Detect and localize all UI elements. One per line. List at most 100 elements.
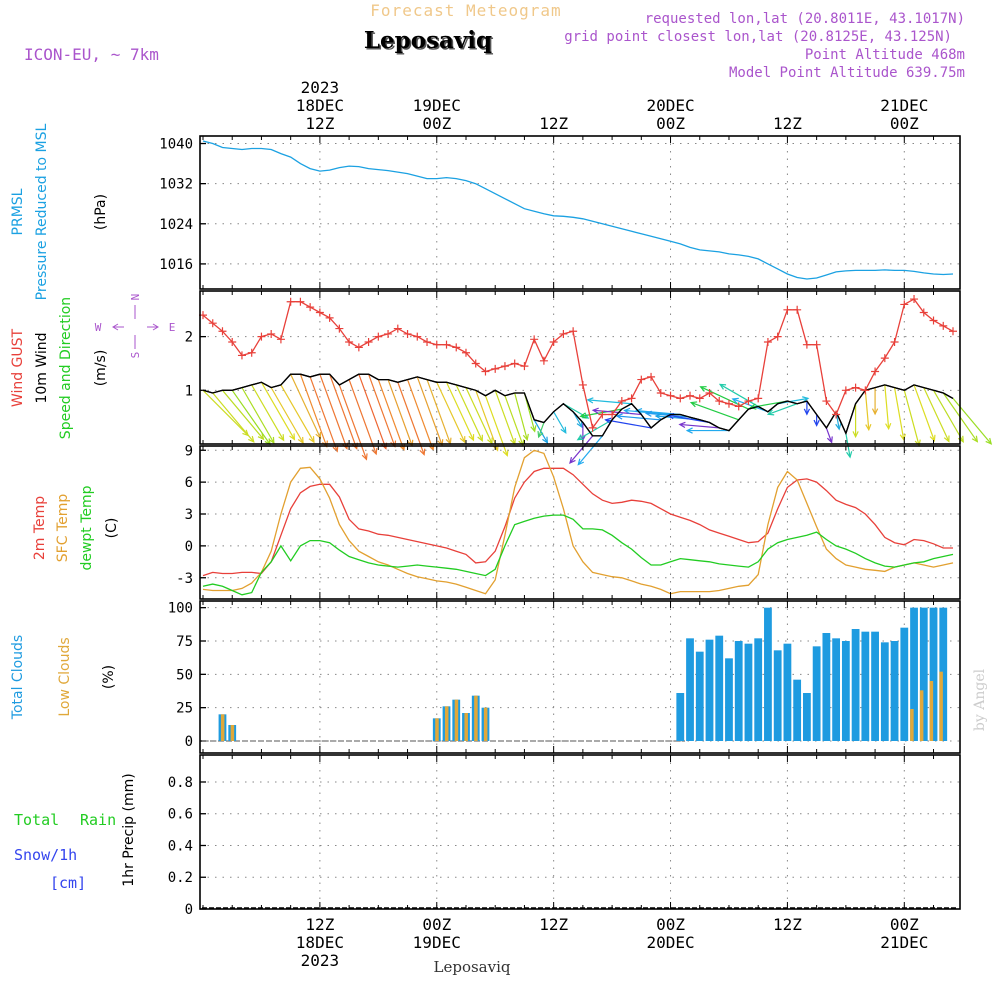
temperature-frame <box>199 445 961 600</box>
gust-point <box>578 380 587 389</box>
wind-label-speed-dir: Speed and Direction <box>58 297 74 439</box>
low-cloud-bar <box>929 681 934 741</box>
clouds-ytick-label: 25 <box>176 701 193 717</box>
wind-arrow-head <box>766 409 775 416</box>
gust-point <box>461 348 470 357</box>
wind-arrow <box>280 384 315 443</box>
total-cloud-bar <box>734 641 743 741</box>
compass-e: E <box>169 321 176 334</box>
gust-point <box>773 332 782 341</box>
gust-point <box>890 338 899 346</box>
wind-arrow <box>406 379 434 451</box>
low-cloud-bar <box>939 671 943 741</box>
gust-point <box>608 410 617 419</box>
wind-arrow <box>202 389 249 436</box>
wind-arrow <box>605 419 652 429</box>
wind-arrow <box>319 374 348 449</box>
gust-point <box>841 386 850 395</box>
gust-point <box>423 338 432 346</box>
gust-point <box>734 402 743 411</box>
wind-arrow-head <box>971 435 979 443</box>
gust-point <box>763 338 772 346</box>
gust-point <box>286 297 295 306</box>
gust-point <box>257 332 266 341</box>
gust-point <box>413 332 422 341</box>
wind-ytick-label: 1 <box>185 383 193 399</box>
total-cloud-bar <box>871 631 879 741</box>
wind-arrow-head <box>289 433 296 441</box>
wind-arrow-head <box>678 421 686 429</box>
gust-point <box>530 335 539 344</box>
wind-arrow-head <box>579 412 587 419</box>
temperature-series-line <box>202 514 954 596</box>
wind-arrow-head <box>899 433 906 441</box>
wind-arrow-head <box>257 433 265 441</box>
panel-labels-layer: PRMSL Pressure Reduced to MSL (hPa) Wind GU… <box>10 123 175 892</box>
wind-arrow-head <box>615 413 623 420</box>
gust-point <box>919 308 928 317</box>
total-cloud-bar <box>900 627 909 741</box>
pressure-ytick-label: 1040 <box>159 137 193 153</box>
clouds-frame <box>199 600 961 754</box>
pressure-label-full: Pressure Reduced to MSL <box>34 123 50 300</box>
gust-point <box>588 423 597 432</box>
watermark: by Angel <box>972 668 988 731</box>
temperature-series-line <box>202 467 953 577</box>
total-cloud-bar <box>832 638 841 741</box>
gust-point <box>539 356 548 365</box>
low-cloud-bar <box>230 725 235 741</box>
gust-point <box>403 329 412 338</box>
total-cloud-bar <box>919 607 928 741</box>
temperature-ytick-label: 6 <box>185 475 193 491</box>
low-cloud-bar <box>483 707 488 741</box>
gust-point <box>686 391 695 400</box>
gust-point <box>793 305 802 314</box>
gust-point <box>442 340 451 349</box>
wind-arrow <box>514 392 528 440</box>
wind-arrow <box>719 383 759 407</box>
clouds-label-low: Low Clouds <box>57 637 73 716</box>
total-cloud-bar <box>793 679 802 741</box>
precip-ytick-label: 0 <box>185 902 193 918</box>
gust-point <box>228 338 237 346</box>
gust-point <box>520 362 529 371</box>
wind-arrow-head <box>749 403 757 410</box>
temperature-ytick-label: 9 <box>185 443 193 459</box>
wind-arrow <box>436 382 466 443</box>
wind-panel: 12 <box>185 290 993 466</box>
wind-arrow <box>587 399 632 405</box>
pressure-unit: (hPa) <box>93 194 109 230</box>
precip-legend-snow-unit: [cm] <box>50 874 86 892</box>
temperature-series-line <box>202 449 954 595</box>
wind-arrow <box>290 373 321 439</box>
top-time-label: 19DEC <box>413 96 461 115</box>
gust-point <box>666 391 675 400</box>
wind-arrow-head <box>297 436 304 445</box>
wind-arrow-head <box>685 427 693 434</box>
gust-point <box>900 300 909 309</box>
wind-arrow-head <box>813 419 820 427</box>
gust-point <box>569 327 578 336</box>
gust-point <box>247 348 256 357</box>
gust-point <box>267 329 276 338</box>
gust-point <box>345 338 354 346</box>
wind-ytick-label: 2 <box>185 330 193 346</box>
total-cloud-bar <box>744 643 753 741</box>
compass-arrows <box>112 323 159 331</box>
wind-arrow <box>329 374 358 449</box>
temp-label-sfc: SFC Temp <box>55 494 71 563</box>
wind-arrow-head <box>459 436 466 444</box>
gust-point <box>783 305 792 314</box>
gust-point <box>354 343 363 352</box>
gust-point <box>637 375 646 384</box>
gust-point <box>929 316 938 325</box>
wind-arrow-head <box>248 435 255 443</box>
wind-arrow-head <box>985 437 993 445</box>
wind-arrow-head <box>852 431 859 439</box>
wind-arrow <box>932 390 964 443</box>
gust-point <box>374 332 383 341</box>
clouds-ytick-label: 75 <box>176 634 193 650</box>
precip-ytick-label: 0.8 <box>168 775 193 791</box>
